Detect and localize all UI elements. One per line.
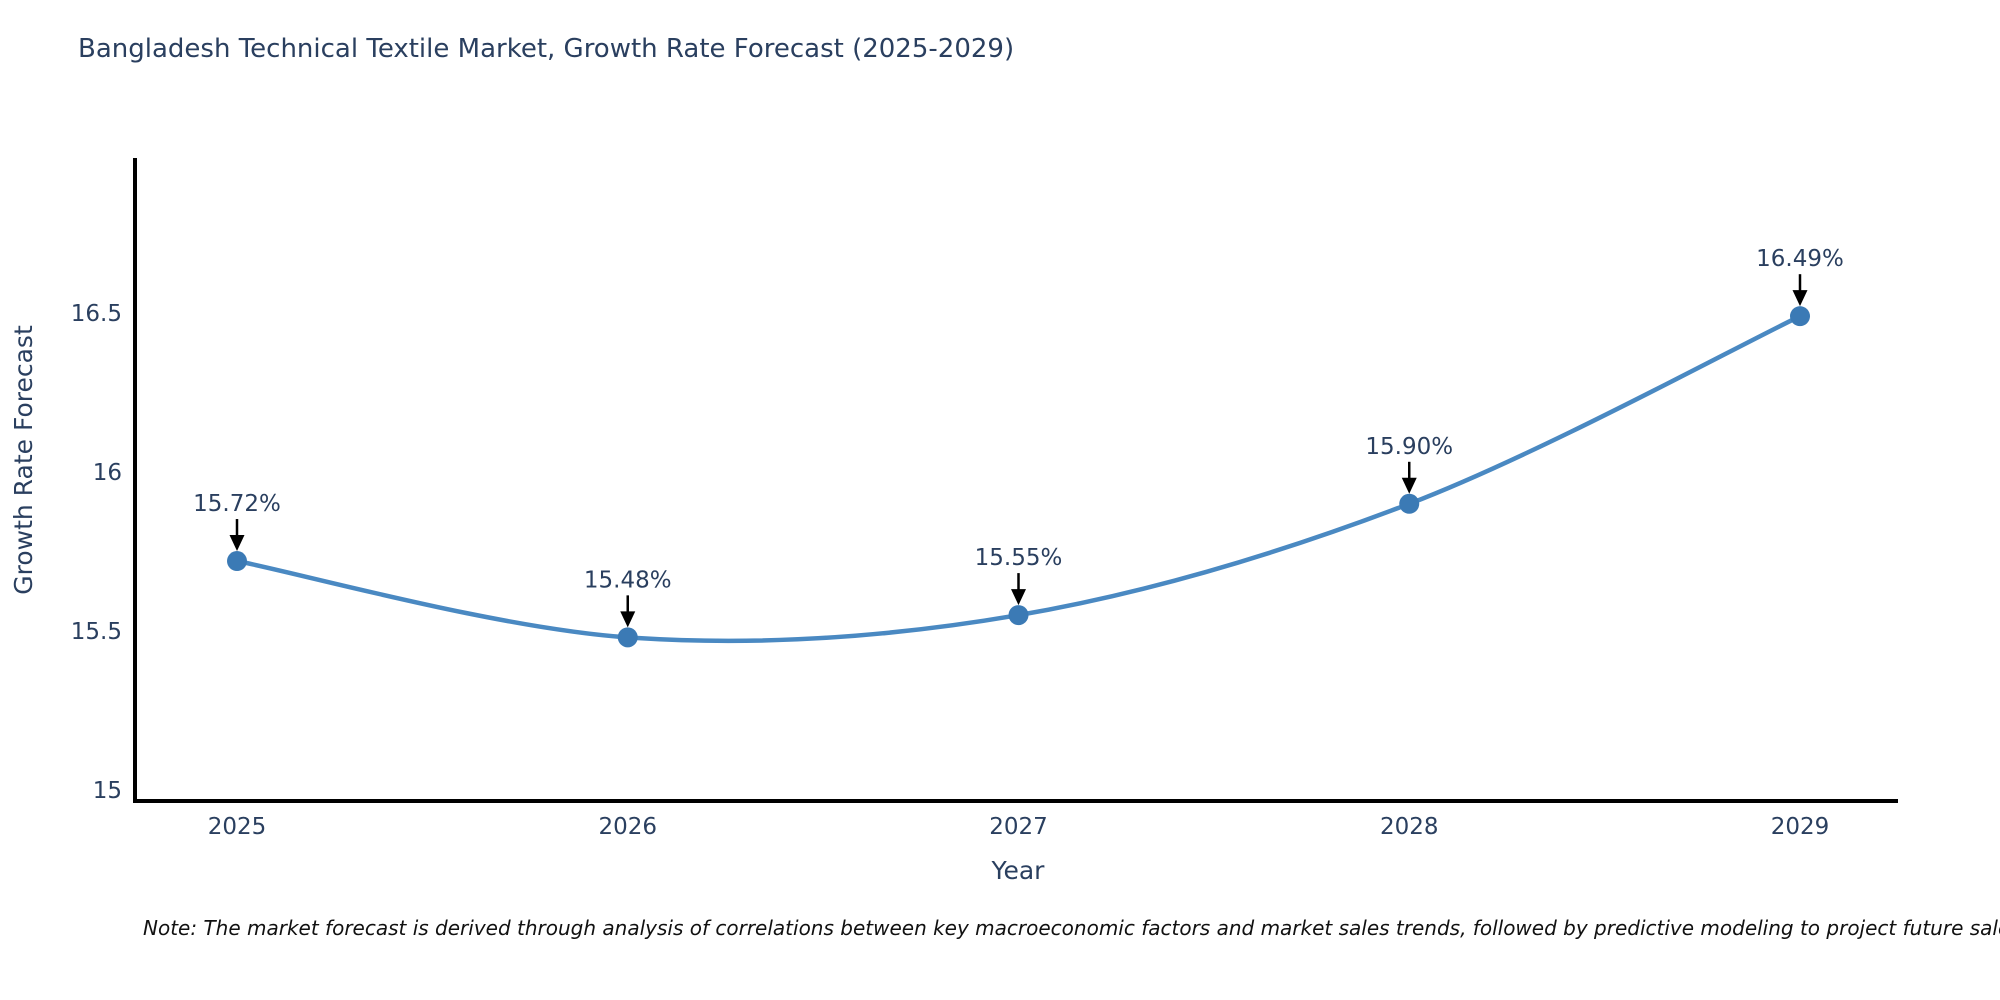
annotation-arrowhead xyxy=(1792,290,1808,307)
point-annotation: 16.49% xyxy=(1756,246,1844,272)
x-tick-label: 2027 xyxy=(989,814,1048,840)
data-point-marker[interactable] xyxy=(1399,493,1420,514)
annotation-arrowhead xyxy=(1401,477,1417,494)
y-tick-label: 15 xyxy=(93,778,122,804)
point-annotation: 15.48% xyxy=(584,567,672,593)
y-tick-label: 16 xyxy=(93,460,122,486)
y-tick-label: 16.5 xyxy=(71,301,122,327)
y-axis-title: Growth Rate Forecast xyxy=(9,325,38,595)
chart-title: Bangladesh Technical Textile Market, Gro… xyxy=(78,34,1015,64)
data-point-marker[interactable] xyxy=(1790,306,1810,327)
data-point-marker[interactable] xyxy=(227,551,247,572)
x-tick-label: 2028 xyxy=(1380,814,1439,840)
y-tick-label: 15.5 xyxy=(71,619,122,645)
x-tick-label: 2029 xyxy=(1771,814,1830,840)
point-annotation: 15.90% xyxy=(1365,434,1453,460)
data-point-marker[interactable] xyxy=(617,627,638,648)
x-tick-label: 2026 xyxy=(598,814,657,840)
plot-area: 15 15.5 16 16.5 2025 2026 2027 2028 2029 15.72% 15… xyxy=(71,158,1898,840)
annotation-arrowhead xyxy=(1011,589,1026,606)
x-tick-label: 2025 xyxy=(208,814,267,840)
point-annotation: 15.55% xyxy=(975,545,1063,571)
footnote: Note: The market forecast is derived thr… xyxy=(143,916,2000,940)
annotation-arrowhead xyxy=(620,611,636,628)
data-point-marker[interactable] xyxy=(1008,605,1029,626)
point-annotation: 15.72% xyxy=(193,491,281,517)
annotation-arrowhead xyxy=(229,535,245,552)
x-axis-title: Year xyxy=(991,856,1046,885)
